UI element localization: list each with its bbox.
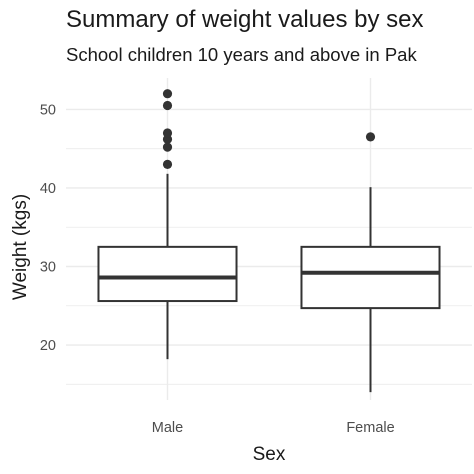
y-axis-title: Weight (kgs) — [10, 194, 31, 300]
y-tick-label: 50 — [40, 102, 56, 118]
outlier-point — [162, 100, 173, 111]
x-tick-label: Male — [152, 420, 183, 436]
chart-title: Summary of weight values by sex — [66, 6, 424, 33]
outlier-point — [162, 128, 173, 138]
outlier-point — [365, 132, 376, 142]
outlier-point — [162, 89, 173, 99]
chart-subtitle: School children 10 years and above in Pa… — [66, 44, 417, 65]
y-tick-label: 30 — [40, 259, 56, 275]
box-male — [97, 245, 238, 303]
y-tick-label: 20 — [40, 338, 56, 354]
x-tick-label: Female — [346, 420, 394, 436]
outlier-point — [162, 142, 173, 152]
y-tick-label: 40 — [40, 181, 56, 197]
box-female — [300, 245, 441, 310]
outlier-point — [162, 159, 173, 169]
x-axis-title: Sex — [253, 444, 286, 465]
